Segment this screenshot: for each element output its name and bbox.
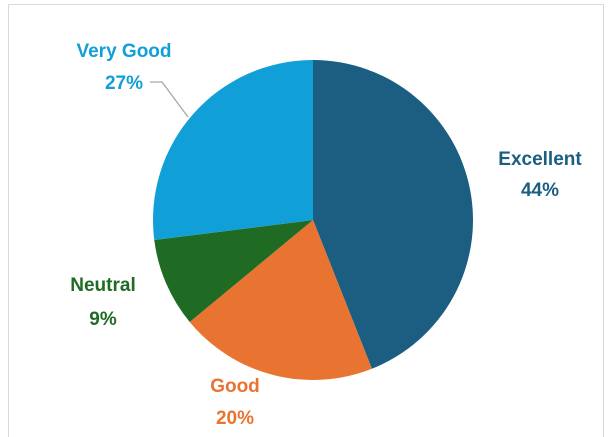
pie-slice-very-good	[153, 60, 313, 241]
leader-lines	[150, 81, 189, 118]
data-labels: Excellent 44% Good 20% Neutral 9% Very Good 27%	[70, 41, 582, 429]
data-label-good-category: Good	[210, 376, 260, 397]
data-label-good-value: 20%	[216, 408, 254, 429]
pie-slice-good	[189, 220, 372, 381]
data-label-neutral-category: Neutral	[70, 275, 135, 296]
data-label-very-good-category: Very Good	[76, 41, 171, 62]
data-label-excellent-value: 44%	[521, 180, 559, 201]
data-label-neutral-value: 9%	[89, 309, 117, 330]
pie-slices	[153, 60, 474, 381]
data-label-very-good-value: 27%	[105, 73, 143, 94]
pie-slice-excellent	[313, 60, 474, 369]
data-label-excellent-category: Excellent	[498, 149, 582, 170]
pie-slice-neutral	[154, 220, 313, 322]
leader-line-very-good	[150, 81, 189, 118]
